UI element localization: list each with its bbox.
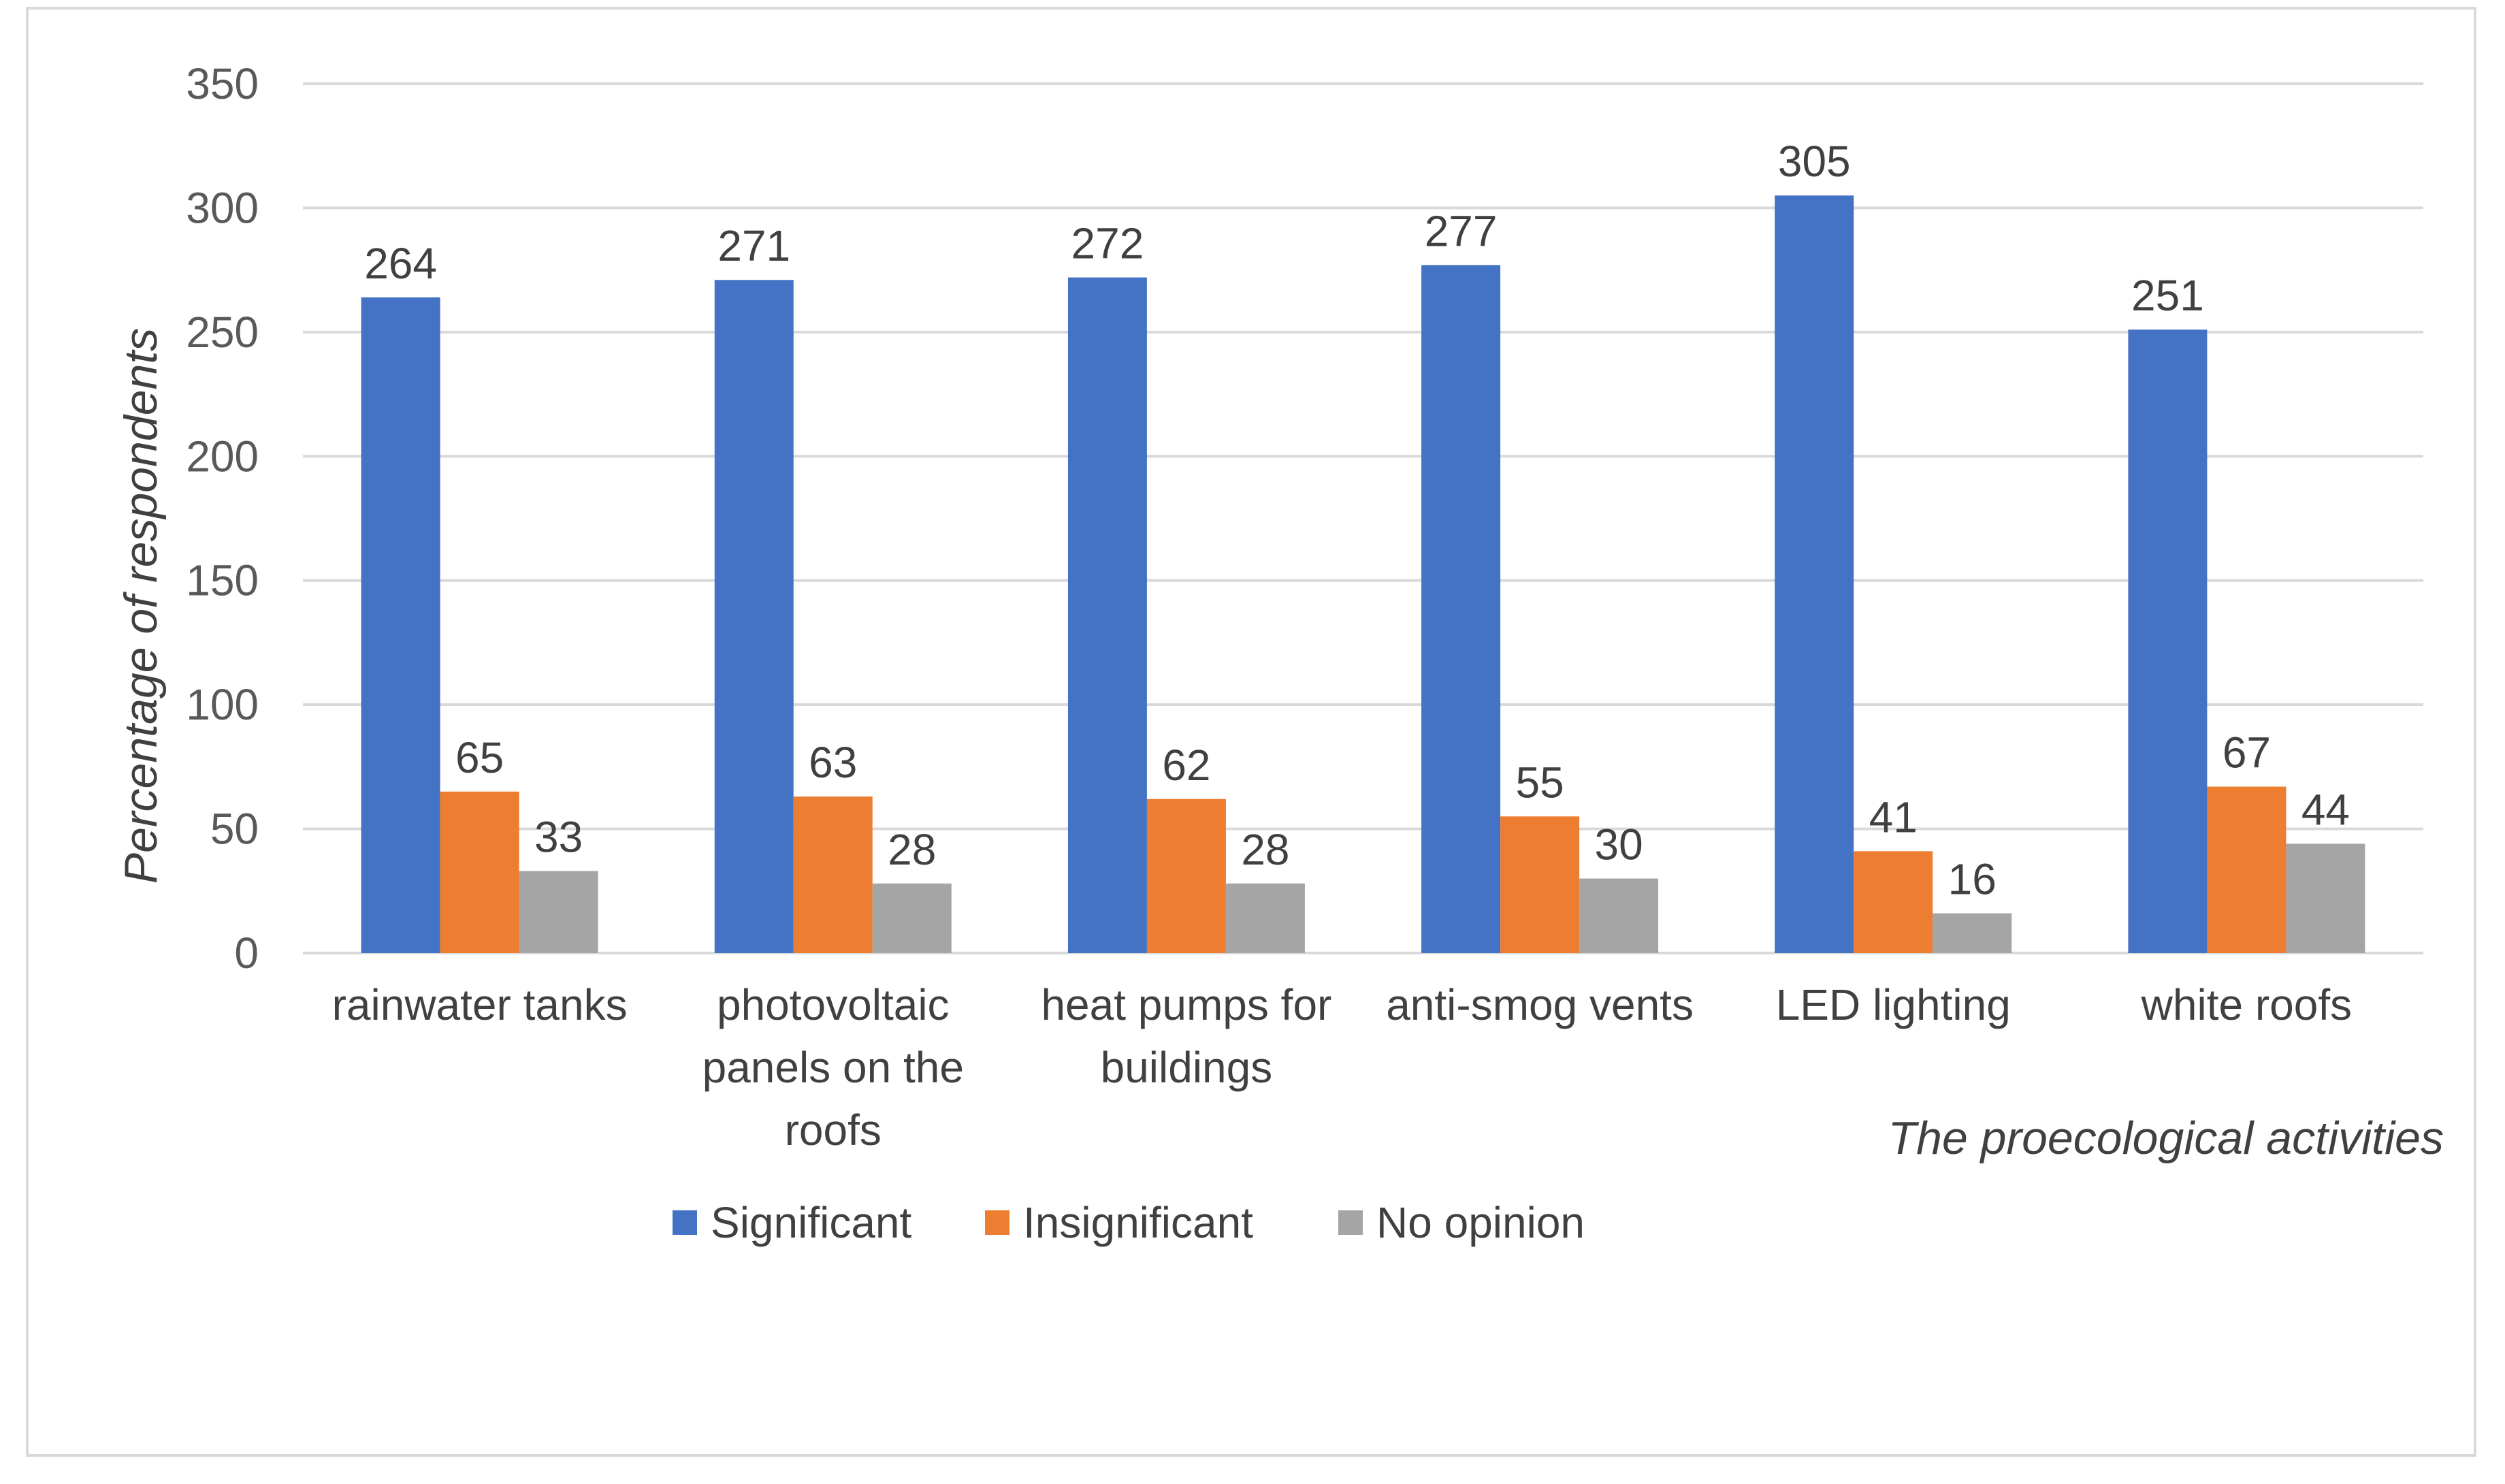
- y-axis-title: Percentage of respondents: [115, 328, 167, 884]
- bar-insignificant: [440, 791, 519, 953]
- data-label: 33: [534, 813, 583, 862]
- bar-significant: [2128, 329, 2208, 953]
- data-label: 65: [455, 733, 504, 782]
- x-category-label: heat pumps for buildings: [1041, 980, 1331, 1092]
- data-label: 62: [1162, 741, 1210, 790]
- bars: [361, 195, 2365, 954]
- x-category-label: rainwater tanks: [332, 980, 628, 1029]
- data-label: 271: [717, 221, 790, 270]
- bar-insignificant: [793, 796, 873, 953]
- data-label: 63: [809, 738, 857, 787]
- bar-significant: [1775, 195, 1854, 954]
- x-category-label: photovoltaic panels on the roofs: [702, 980, 964, 1155]
- bar-insignificant: [2207, 786, 2286, 953]
- bar-significant: [1067, 277, 1147, 953]
- legend-label: Significant: [711, 1198, 912, 1247]
- y-tick-label: 200: [186, 432, 259, 481]
- y-tick-label: 300: [186, 183, 259, 232]
- legend-label: No opinion: [1376, 1198, 1585, 1247]
- y-tick-label: 150: [186, 556, 259, 605]
- legend-label: Insignificant: [1023, 1198, 1253, 1247]
- x-category-label: LED lighting: [1776, 980, 2011, 1029]
- bar-significant: [1421, 265, 1501, 953]
- data-label: 264: [364, 239, 437, 288]
- bar-no-opinion: [1933, 913, 2012, 953]
- x-category-label: white roofs: [2141, 980, 2352, 1029]
- bar-significant: [361, 297, 440, 954]
- category-labels: rainwater tanks photovoltaic panels on the…: [332, 980, 2353, 1155]
- y-tick-label: 250: [186, 308, 259, 357]
- data-label: 272: [1071, 219, 1144, 268]
- data-label: 55: [1515, 758, 1564, 807]
- x-category-label: anti-smog vents: [1386, 980, 1694, 1029]
- gridlines: [303, 82, 2423, 954]
- y-tick-label: 50: [210, 805, 259, 854]
- bar-no-opinion: [1225, 883, 1305, 953]
- bar-insignificant: [1500, 816, 1580, 953]
- data-label: 67: [2223, 728, 2271, 777]
- bar-significant: [714, 280, 794, 953]
- data-label: 44: [2301, 785, 2350, 834]
- bar-no-opinion: [519, 871, 598, 953]
- legend-swatch-significant: [673, 1210, 697, 1235]
- bar-insignificant: [1854, 851, 1933, 953]
- data-label: 16: [1948, 855, 1997, 904]
- bar-no-opinion: [1579, 878, 1659, 953]
- y-tick-label: 100: [186, 680, 259, 729]
- legend-swatch-no-opinion: [1338, 1210, 1363, 1235]
- bar-insignificant: [1146, 799, 1226, 953]
- data-label: 41: [1869, 792, 1918, 841]
- legend: Significant Insignificant No opinion: [673, 1198, 1585, 1247]
- data-label: 28: [888, 825, 936, 874]
- data-label: 30: [1594, 820, 1643, 869]
- data-label: 277: [1425, 206, 1498, 255]
- y-tick-label: 0: [234, 929, 259, 978]
- bar-no-opinion: [872, 883, 952, 953]
- data-label: 28: [1241, 825, 1289, 874]
- data-labels: 264 65 33 271 63 28 272 62 28 277 55 30 305 41 16 251 67…: [364, 137, 2350, 903]
- data-label: 251: [2131, 271, 2204, 320]
- y-axis-ticks: 0 50 100 150 200 250 300 350: [186, 59, 259, 978]
- bar-no-opinion: [2286, 843, 2365, 953]
- y-tick-label: 350: [186, 59, 259, 108]
- data-label: 305: [1778, 137, 1851, 186]
- x-axis-title: The proecological activities: [1888, 1112, 2444, 1164]
- legend-swatch-insignificant: [985, 1210, 1009, 1235]
